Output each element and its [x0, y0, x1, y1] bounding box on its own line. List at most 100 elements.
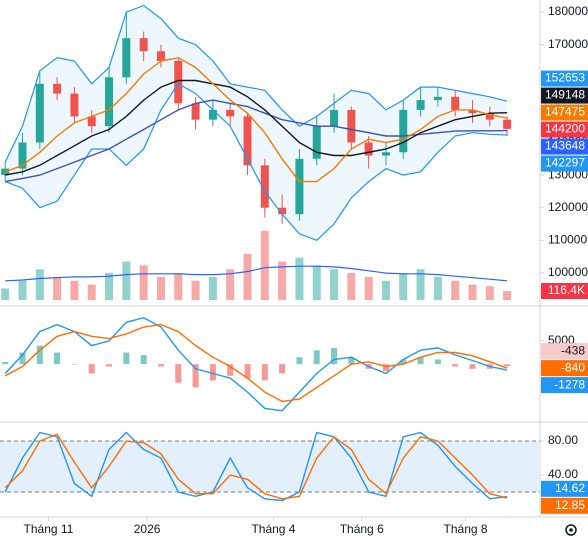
- candle-body: [260, 165, 269, 208]
- volume-bar: [35, 269, 44, 300]
- volume-bar: [156, 276, 165, 300]
- price-badge-label: 144200: [545, 122, 585, 136]
- candle-body: [122, 38, 131, 78]
- volume-bar: [503, 291, 512, 300]
- candle-body: [70, 93, 79, 117]
- volume-bar: [364, 276, 373, 300]
- candle-body: [399, 109, 408, 153]
- price-badge: [541, 155, 588, 172]
- candle-body: [485, 113, 494, 120]
- histogram-bar: [244, 364, 251, 379]
- histogram-bar: [261, 364, 268, 381]
- candle-body: [503, 119, 512, 129]
- y-tick-label: 170000: [548, 37, 588, 51]
- histogram-bar: [54, 352, 61, 365]
- histogram-bar: [209, 364, 216, 381]
- volume-bar: [451, 280, 460, 300]
- candle-body: [468, 109, 477, 114]
- volume-bar: [243, 253, 252, 300]
- histogram-bar: [452, 364, 459, 367]
- volume-bar: [347, 273, 356, 300]
- histogram-bar: [434, 359, 441, 365]
- volume-bar: [226, 269, 235, 300]
- volume-bar: [278, 261, 287, 300]
- candle-body: [139, 38, 148, 52]
- volume-bar: [122, 261, 131, 300]
- histogram-bar: [19, 352, 26, 365]
- volume-bar: [53, 276, 62, 300]
- histogram-bar: [88, 364, 95, 374]
- price-badge: [541, 377, 588, 394]
- indicator-line: [4, 56, 508, 183]
- x-tick-label: Tháng 11: [24, 522, 74, 536]
- price-badge: [541, 121, 588, 138]
- candle-body: [226, 109, 235, 117]
- price-badge-label: -438: [561, 343, 585, 357]
- price-badge: [541, 87, 588, 104]
- y-tick-label: 40.00: [548, 467, 578, 481]
- volume-bar: [485, 286, 494, 300]
- volume-bar: [1, 288, 10, 300]
- volume-bar: [330, 269, 339, 300]
- candle-body: [53, 83, 62, 94]
- histogram-bar: [469, 364, 476, 369]
- price-badge-label: -1278: [554, 377, 585, 391]
- candle-body: [295, 158, 304, 215]
- volume-bar: [468, 284, 477, 300]
- candle-body: [451, 96, 460, 110]
- candle-body: [381, 152, 390, 156]
- candle-body: [312, 126, 321, 159]
- volume-bar: [416, 269, 425, 300]
- histogram-bar: [279, 364, 286, 374]
- settings-icon[interactable]: [565, 524, 577, 536]
- histogram-bar: [331, 347, 338, 365]
- price-badge: [541, 104, 588, 121]
- candle-body: [191, 103, 200, 120]
- histogram-bar: [71, 364, 78, 365]
- x-tick-label: Tháng 4: [251, 522, 295, 536]
- candle-body: [1, 168, 10, 176]
- price-badge-label: 147475: [545, 105, 585, 119]
- candle-body: [174, 60, 183, 104]
- price-badge: [541, 343, 588, 360]
- histogram-bar: [175, 364, 182, 383]
- histogram-bar: [296, 357, 303, 365]
- price-badge-label: 152653: [545, 71, 585, 85]
- price-badge-label: 142297: [545, 156, 585, 170]
- volume-bar: [191, 280, 200, 300]
- candle-body: [243, 116, 252, 166]
- histogram-bar: [382, 364, 389, 372]
- histogram-bar: [417, 357, 424, 365]
- histogram-bar: [313, 350, 320, 365]
- price-badge-label: -840: [561, 360, 585, 374]
- x-tick-label: Tháng 8: [444, 522, 488, 536]
- indicator-line: [5, 99, 508, 183]
- volume-bar: [70, 280, 79, 300]
- candle-body: [156, 51, 165, 61]
- candle-body: [35, 83, 44, 143]
- indicator-line: [4, 316, 508, 412]
- band-line: [4, 4, 508, 163]
- price-badge-label: 12.85: [555, 498, 585, 512]
- y-tick-label: 110000: [548, 232, 587, 246]
- histogram-bar: [227, 364, 234, 376]
- histogram-bar: [2, 361, 9, 365]
- volume-bar: [312, 265, 321, 300]
- price-badge: [541, 497, 588, 514]
- volume-badge-label: 116.4K: [548, 283, 585, 297]
- y-tick-label: 80.00: [548, 433, 578, 447]
- price-badge: [541, 480, 588, 497]
- candle-body: [18, 142, 27, 169]
- volume-bar: [208, 276, 217, 300]
- histogram-bar: [348, 357, 355, 365]
- candle-body: [278, 207, 287, 215]
- band-line: [4, 83, 508, 241]
- volume-bar: [433, 276, 442, 300]
- histogram-bar: [140, 354, 147, 365]
- histogram-bar: [504, 364, 511, 367]
- y-tick-label: 180000: [548, 4, 588, 18]
- volume-bar: [174, 273, 183, 300]
- price-badge-label: 149148: [545, 88, 585, 102]
- indicator-line: [4, 323, 508, 403]
